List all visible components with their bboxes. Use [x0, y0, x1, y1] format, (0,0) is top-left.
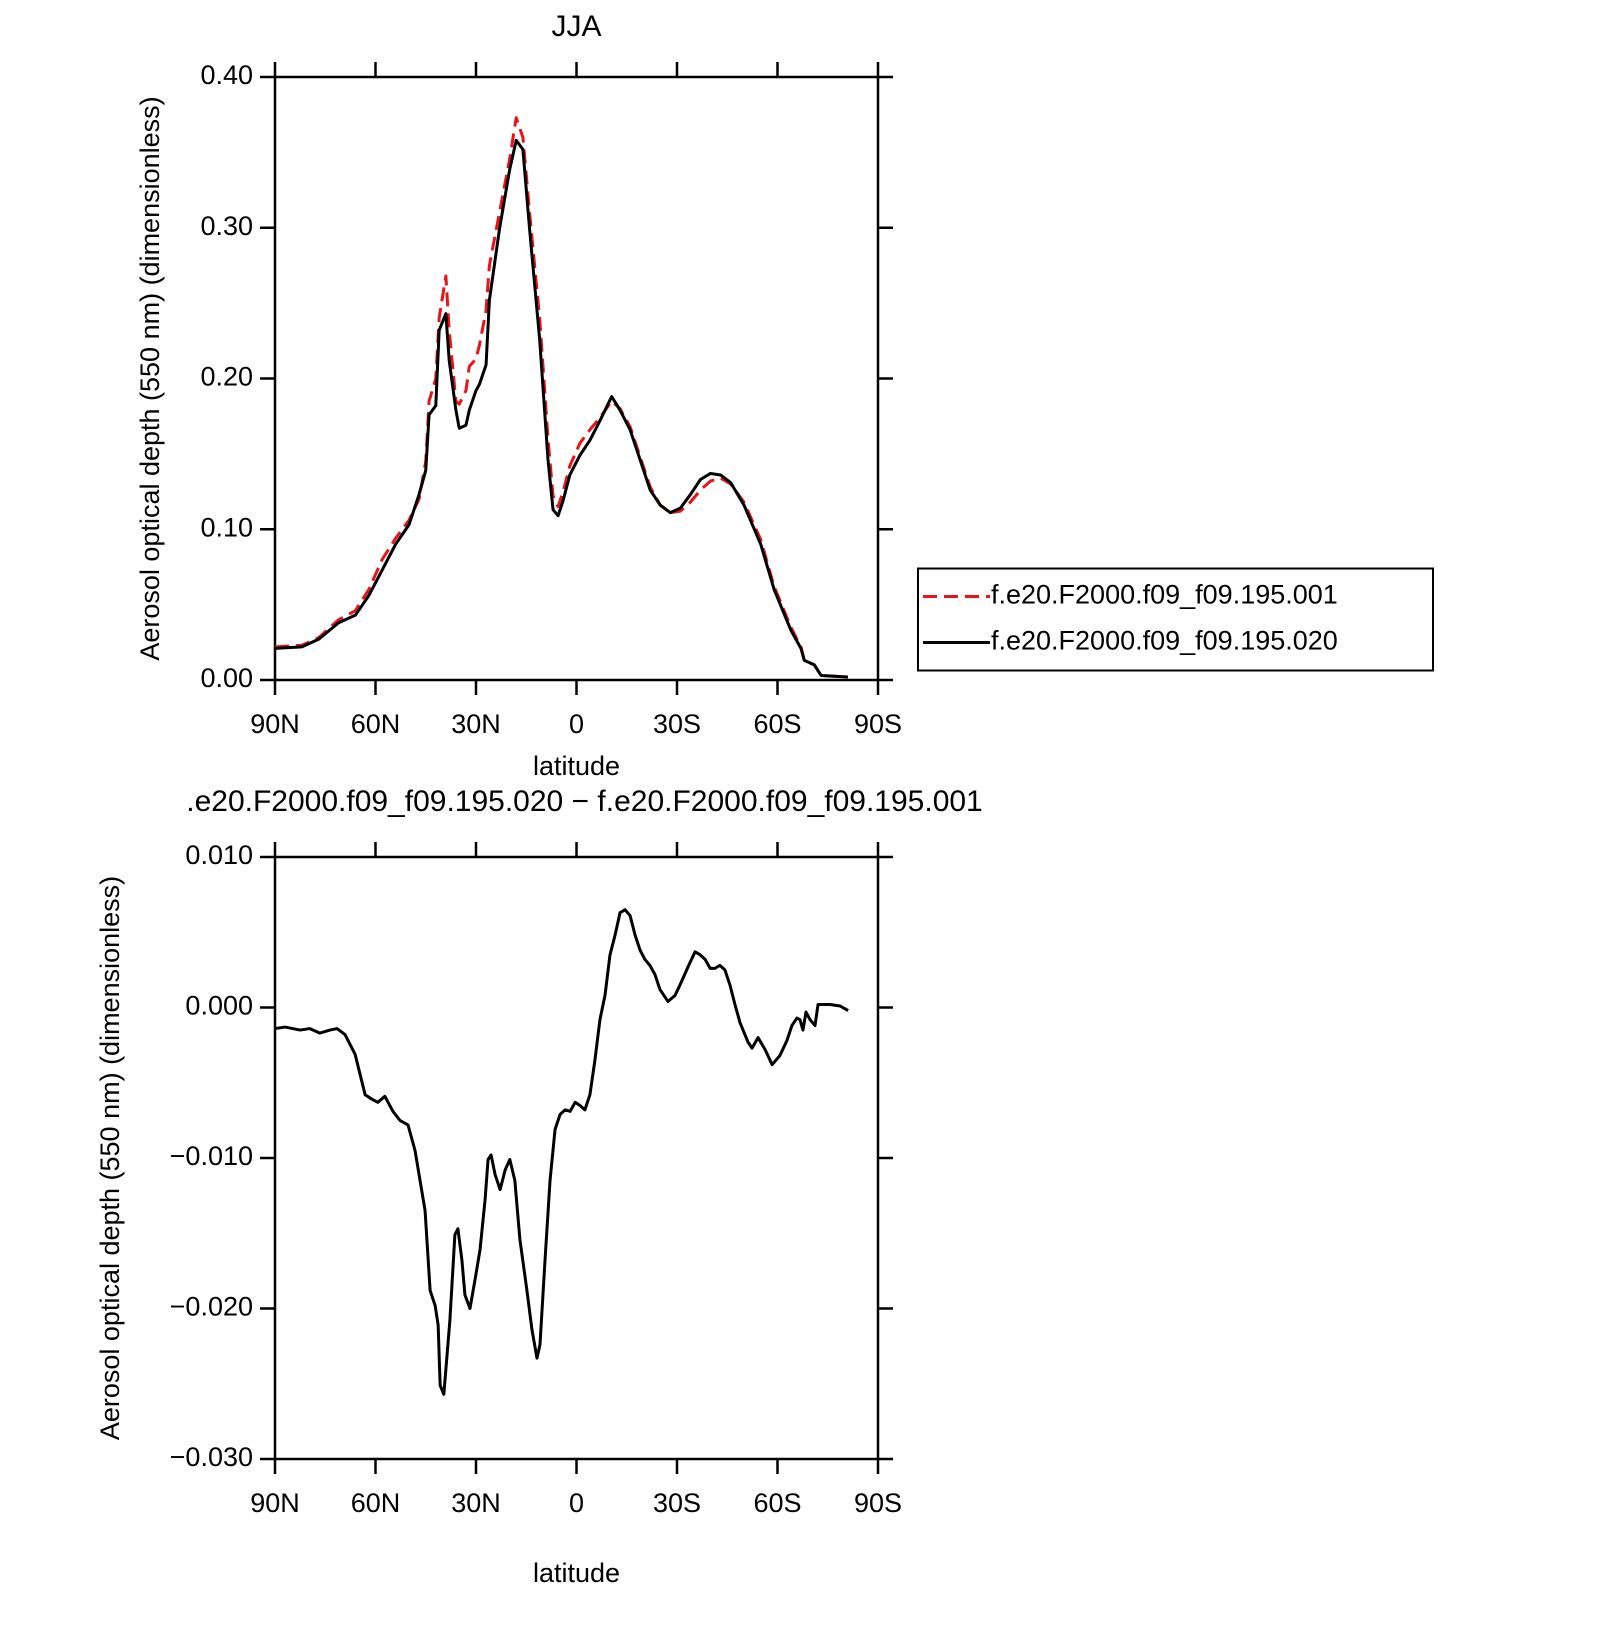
x-tick-label: 60N: [351, 709, 401, 739]
x-tick-label: 60N: [351, 1488, 401, 1518]
plot-frame: [273, 75, 880, 682]
x-tick-label: 60S: [753, 709, 801, 739]
y-tick-label: 0.20: [200, 362, 253, 392]
data-line: [274, 908, 849, 1396]
x-tick-label: 30S: [653, 1488, 701, 1518]
x-axis-label: latitude: [533, 751, 620, 781]
x-tick-label: 90S: [854, 709, 902, 739]
y-tick-label: 0.10: [200, 512, 253, 542]
x-tick-label: 30S: [653, 709, 701, 739]
y-axis-label: Aerosol optical depth (550 nm) (dimensio…: [95, 876, 125, 1440]
plot: JJA 0.00 0.10 0.20 0.30 0.40 90N 60N 30N 0 30S 60S 9…: [135, 10, 1434, 781]
x-tick-label: 90N: [250, 1488, 300, 1518]
y-tick-label: 0.30: [200, 211, 253, 241]
plot: .e20.F2000.f09_f09.195.020 − f.e20.F2000…: [95, 785, 983, 1588]
y-tick-label: −0.030: [170, 1442, 253, 1472]
x-tick-label: 90N: [250, 709, 300, 739]
x-tick-label: 90S: [854, 1488, 902, 1518]
legend-label: f.e20.F2000.f09_f09.195.020: [991, 626, 1338, 656]
y-tick-label: −0.020: [170, 1292, 253, 1322]
plot-frame: [273, 855, 880, 1461]
y-tick-label: −0.010: [170, 1141, 253, 1171]
y-tick-label: 0.40: [200, 60, 253, 90]
x-tick-label: 0: [569, 709, 584, 739]
y-tick-label: 0.010: [185, 840, 253, 870]
chart-title: .e20.F2000.f09_f09.195.020 − f.e20.F2000…: [186, 785, 983, 818]
y-tick-label: 0.00: [200, 663, 253, 693]
x-tick-label: 60S: [753, 1488, 801, 1518]
y-axis-label: Aerosol optical depth (550 nm) (dimensio…: [135, 96, 165, 660]
data-line: [274, 116, 848, 679]
legend-label: f.e20.F2000.f09_f09.195.001: [991, 580, 1338, 610]
chart-title: JJA: [551, 10, 601, 43]
x-tick-label: 30N: [451, 709, 501, 739]
x-tick-label: 30N: [451, 1488, 501, 1518]
x-axis-label: latitude: [533, 1558, 620, 1588]
legend-box: [917, 567, 1434, 672]
data-line: [274, 138, 848, 679]
x-tick-label: 0: [569, 1488, 584, 1518]
y-tick-label: 0.000: [185, 991, 253, 1021]
